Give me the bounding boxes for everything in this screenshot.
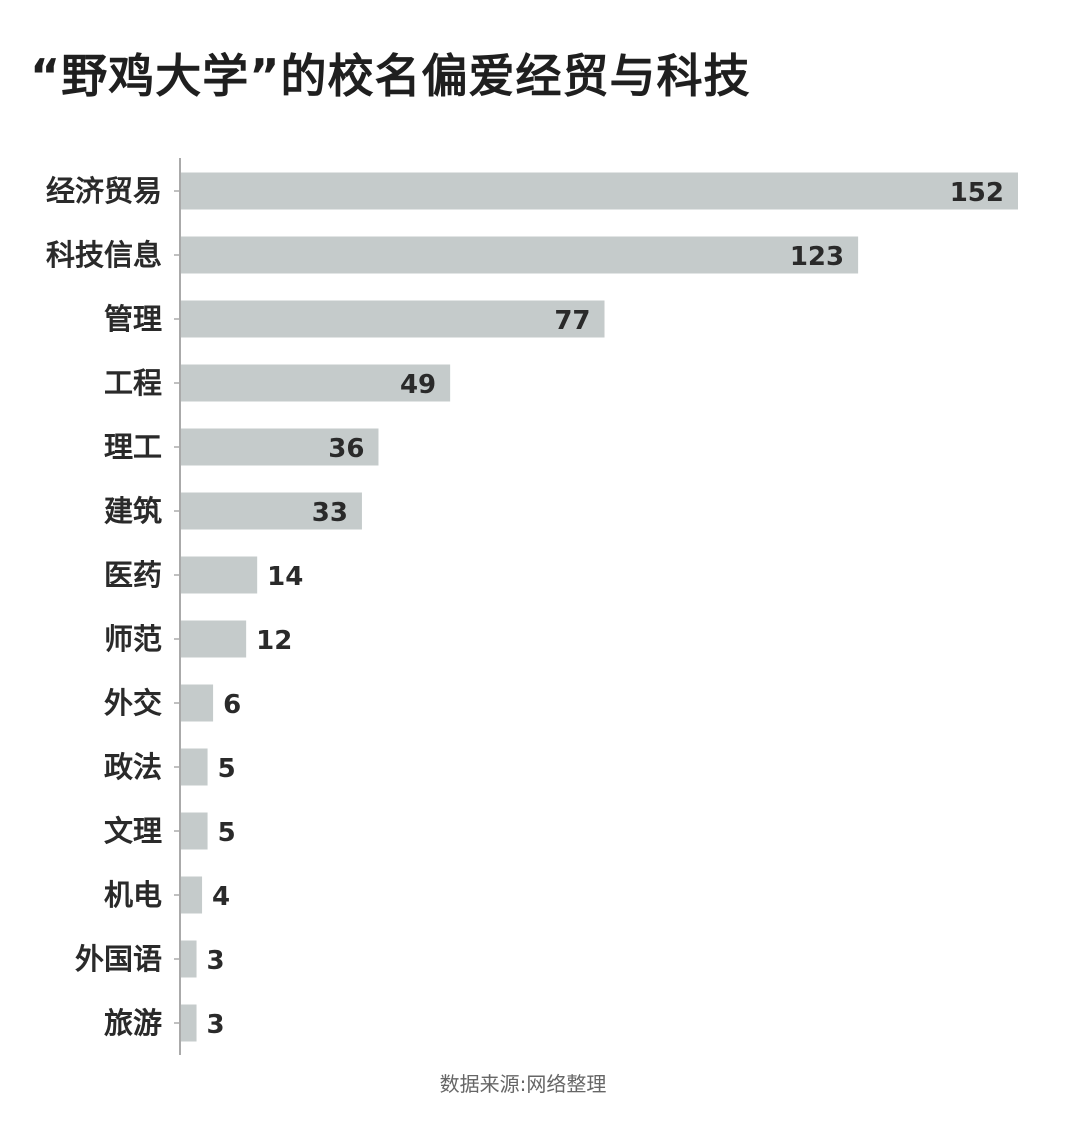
- category-label-5: 建筑: [104, 494, 162, 528]
- bar-4: [180, 428, 379, 466]
- category-label-9: 政法: [104, 750, 162, 784]
- bar-2: [180, 300, 605, 338]
- bar-7: [180, 620, 247, 658]
- value-label-1: 123: [790, 242, 844, 272]
- bar-8: [180, 684, 214, 722]
- category-label-12: 外国语: [75, 942, 162, 976]
- bar-6: [180, 556, 258, 594]
- bar-11: [180, 876, 203, 914]
- value-label-2: 77: [554, 306, 590, 336]
- category-label-4: 理工: [104, 430, 162, 464]
- bar-1: [180, 236, 859, 274]
- value-label-3: 49: [400, 370, 436, 400]
- category-label-13: 旅游: [104, 1006, 162, 1040]
- bar-0: [180, 172, 1018, 210]
- source-note: 数据来源:网络整理: [439, 1072, 607, 1096]
- category-label-3: 工程: [104, 366, 162, 400]
- value-label-7: 12: [256, 626, 292, 656]
- value-label-8: 6: [223, 690, 241, 720]
- category-label-10: 文理: [104, 814, 162, 848]
- category-label-7: 师范: [104, 622, 162, 656]
- value-label-5: 33: [312, 498, 348, 528]
- chart-title: “野鸡大学”的校名偏爱经贸与科技: [30, 49, 751, 103]
- category-label-11: 机电: [104, 878, 162, 912]
- value-label-13: 3: [207, 1010, 225, 1040]
- value-label-4: 36: [328, 434, 364, 464]
- category-label-8: 外交: [104, 686, 162, 720]
- category-label-2: 管理: [104, 302, 162, 336]
- category-label-6: 医药: [104, 558, 162, 592]
- bar-10: [180, 812, 208, 850]
- value-label-9: 5: [218, 754, 236, 784]
- category-label-1: 科技信息: [46, 238, 162, 272]
- value-label-10: 5: [218, 818, 236, 848]
- category-label-0: 经济贸易: [46, 174, 162, 208]
- bars-layer: [174, 172, 1018, 1042]
- bar-12: [180, 940, 197, 978]
- bar-5: [180, 492, 362, 530]
- bar-9: [180, 748, 208, 786]
- bar-3: [180, 364, 451, 402]
- value-label-6: 14: [267, 562, 303, 592]
- value-label-12: 3: [207, 946, 225, 976]
- bar-13: [180, 1004, 197, 1042]
- value-label-11: 4: [212, 882, 230, 912]
- value-label-0: 152: [950, 178, 1004, 208]
